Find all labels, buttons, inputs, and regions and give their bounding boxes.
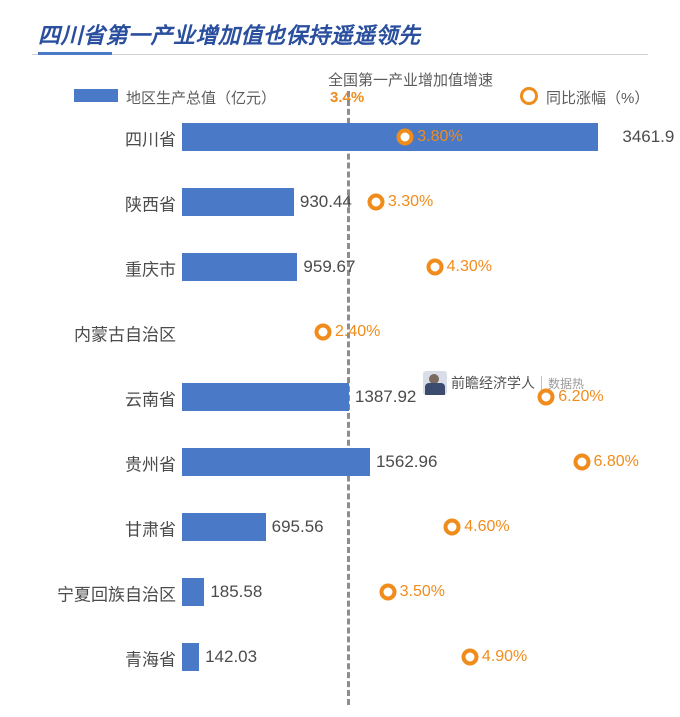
chart-row: 甘肃省 695.56 4.60% xyxy=(28,513,652,543)
category-label: 青海省 xyxy=(125,646,176,671)
chart-row: 重庆市 959.67 4.30% xyxy=(28,253,652,283)
percent-marker xyxy=(315,324,332,341)
bar-value-label: 185.58 xyxy=(210,582,262,602)
bar xyxy=(182,123,598,151)
percent-marker xyxy=(426,259,443,276)
category-label: 陕西省 xyxy=(125,191,176,216)
percent-marker xyxy=(379,584,396,601)
bar-value-label: 1562.96 xyxy=(376,452,437,472)
legend-circle-label: 同比涨幅（%） xyxy=(546,87,649,108)
chart-row: 四川省3461.93.80% xyxy=(28,123,652,153)
bar-value-label: 3461.9 xyxy=(622,127,674,147)
percent-label: 4.60% xyxy=(464,518,509,536)
bar xyxy=(182,578,204,606)
legend-circle-swatch xyxy=(520,87,538,105)
bar xyxy=(182,188,294,216)
category-label: 重庆市 xyxy=(125,256,176,281)
percent-marker xyxy=(538,389,555,406)
bar-value-label: 959.67 xyxy=(303,257,355,277)
chart-row: 云南省 1387.92 6.20% xyxy=(28,383,652,413)
bar xyxy=(182,253,297,281)
category-label: 甘肃省 xyxy=(125,516,176,541)
percent-marker xyxy=(573,454,590,471)
bar xyxy=(182,513,266,541)
bar-value-label: 142.03 xyxy=(205,647,257,667)
percent-label: 6.80% xyxy=(594,453,639,471)
category-label: 宁夏回族自治区 xyxy=(57,581,176,606)
category-label: 四川省 xyxy=(125,126,176,151)
page-title: 四川省第一产业增加值也保持遥遥领先 xyxy=(38,18,652,50)
percent-label: 3.50% xyxy=(400,583,445,601)
bar xyxy=(182,383,349,411)
category-label: 云南省 xyxy=(125,386,176,411)
chart-row: 陕西省 930.44 3.30% xyxy=(28,188,652,218)
percent-marker xyxy=(461,649,478,666)
percent-marker xyxy=(397,129,414,146)
category-label: 贵州省 xyxy=(125,451,176,476)
percent-label: 4.30% xyxy=(447,258,492,276)
chart-row: 青海省 142.03 4.90% xyxy=(28,643,652,673)
title-underline xyxy=(32,52,648,55)
percent-label: 4.90% xyxy=(482,648,527,666)
category-label: 内蒙古自治区 xyxy=(74,321,176,346)
legend: 地区生产总值（亿元） 全国第一产业增加值增速 3.4% 同比涨幅（%） xyxy=(28,69,652,113)
bar-value-label: 1387.92 xyxy=(355,387,416,407)
legend-bar-label: 地区生产总值（亿元） xyxy=(126,87,276,108)
percent-label: 6.20% xyxy=(558,388,603,406)
chart-row: 宁夏回族自治区 185.58 3.50% xyxy=(28,578,652,608)
chart-row: 内蒙古自治区 2.40% xyxy=(28,318,652,348)
percent-label: 3.30% xyxy=(388,193,433,211)
chart-row: 贵州省 1562.96 6.80% xyxy=(28,448,652,478)
legend-bar-swatch xyxy=(74,89,118,102)
bar xyxy=(182,448,370,476)
bar-value-label: 930.44 xyxy=(300,192,352,212)
chart-area: 前瞻经济学人 数据热 四川省3461.93.80%陕西省930.443.30%重… xyxy=(28,117,652,705)
bar-value-label: 695.56 xyxy=(272,517,324,537)
page: 四川省第一产业增加值也保持遥遥领先 地区生产总值（亿元） 全国第一产业增加值增速… xyxy=(0,0,680,717)
legend-reference-label: 全国第一产业增加值增速 xyxy=(328,69,493,90)
percent-label: 3.80% xyxy=(417,128,462,146)
percent-marker xyxy=(444,519,461,536)
percent-label: 2.40% xyxy=(335,323,380,341)
bar xyxy=(182,643,199,671)
percent-marker xyxy=(367,194,384,211)
